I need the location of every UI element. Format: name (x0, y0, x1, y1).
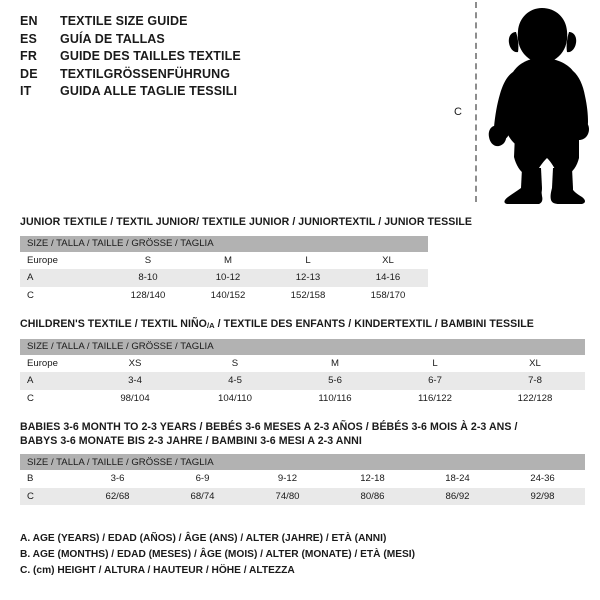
cell: 152/158 (268, 286, 348, 304)
babies-title-line2: BABYS 3-6 MONATE BIS 2-3 JAHRE / BAMBINI… (20, 434, 362, 447)
cell: S (185, 354, 285, 372)
cell: 3-4 (85, 372, 185, 390)
table-row: C 98/104 104/110 110/116 116/122 122/128 (20, 389, 586, 407)
junior-band-row: SIZE / TALLA / TAILLE / GRÖSSE / TAGLIA (20, 235, 429, 252)
language-code: IT (20, 84, 32, 98)
babies-band-row: SIZE / TALLA / TAILLE / GRÖSSE / TAGLIA (20, 454, 586, 470)
cell: 3-6 (75, 470, 160, 488)
cell: 98/104 (85, 389, 185, 407)
children-title-post: / TEXTILE DES ENFANTS / KINDERTEXTIL / B… (214, 318, 534, 330)
junior-band-label: SIZE / TALLA / TAILLE / GRÖSSE / TAGLIA (20, 235, 429, 252)
cell: 92/98 (500, 487, 586, 505)
cell: 86/92 (415, 487, 500, 505)
row-label: A (20, 372, 85, 390)
legend-line-b: B. AGE (MONTHS) / EDAD (MESES) / ÂGE (MO… (20, 549, 416, 560)
babies-title-line1: BABIES 3-6 MONTH TO 2-3 YEARS / BEBÉS 3-… (20, 421, 518, 433)
row-label: C (20, 487, 75, 505)
language-code: ES (20, 31, 38, 46)
children-band-label: SIZE / TALLA / TAILLE / GRÖSSE / TAGLIA (20, 338, 586, 355)
language-code: DE (20, 66, 38, 81)
language-title: TEXTILE SIZE GUIDE (60, 14, 188, 28)
cell: XL (485, 354, 586, 372)
language-title: GUÍA DE TALLAS (60, 31, 165, 46)
cell: 110/116 (285, 389, 385, 407)
cell: 10-12 (188, 269, 268, 287)
language-title: GUIDA ALLE TAGLIE TESSILI (60, 84, 238, 98)
cell: L (385, 354, 485, 372)
row-label: A (20, 269, 108, 287)
legend-line-c: C. (cm) HEIGHT / ALTURA / HAUTEUR / HÖHE… (20, 565, 295, 576)
language-row-fr: FR GUIDE DES TAILLES TEXTILE (20, 49, 420, 67)
height-dashed-line (475, 2, 477, 202)
height-measurement-figure: C (440, 0, 600, 212)
language-row-de: DE TEXTILGRÖSSENFÜHRUNG (20, 67, 420, 85)
table-row: Europe XS S M L XL (20, 354, 586, 372)
language-title: GUIDE DES TAILLES TEXTILE (60, 49, 241, 63)
children-size-table: SIZE / TALLA / TAILLE / GRÖSSE / TAGLIA … (20, 338, 586, 407)
cell: 12-13 (268, 269, 348, 287)
language-row-en: EN TEXTILE SIZE GUIDE (20, 14, 420, 32)
cell: M (285, 354, 385, 372)
cell: S (108, 251, 188, 269)
language-title: TEXTILGRÖSSENFÜHRUNG (60, 66, 231, 81)
babies-size-table: SIZE / TALLA / TAILLE / GRÖSSE / TAGLIA … (20, 454, 586, 505)
table-row: B 3-6 6-9 9-12 12-18 18-24 24-36 (20, 470, 586, 488)
cell: 14-16 (348, 269, 429, 287)
cell: 128/140 (108, 286, 188, 304)
language-title-block: EN TEXTILE SIZE GUIDE ES GUÍA DE TALLAS … (20, 14, 420, 102)
section-junior-textile: JUNIOR TEXTILE / TEXTIL JUNIOR/ TEXTILE … (20, 216, 473, 304)
cell: 68/74 (160, 487, 245, 505)
row-label: C (20, 389, 85, 407)
section-title-babies: BABIES 3-6 MONTH TO 2-3 YEARS / BEBÉS 3-… (20, 421, 585, 448)
language-code: FR (20, 49, 38, 63)
cell: XS (85, 354, 185, 372)
table-row: A 3-4 4-5 5-6 6-7 7-8 (20, 372, 586, 390)
junior-size-table: SIZE / TALLA / TAILLE / GRÖSSE / TAGLIA … (20, 235, 429, 304)
cell: 62/68 (75, 487, 160, 505)
cell: M (188, 251, 268, 269)
cell: 7-8 (485, 372, 586, 390)
table-row: C 62/68 68/74 74/80 80/86 86/92 92/98 (20, 487, 586, 505)
table-row: Europe S M L XL (20, 251, 429, 269)
cell: L (268, 251, 348, 269)
cell: 158/170 (348, 286, 429, 304)
section-title-children: CHILDREN'S TEXTILE / TEXTIL NIÑO/A / TEX… (20, 318, 585, 333)
cell: 12-18 (330, 470, 415, 488)
children-title-pre: CHILDREN'S TEXTILE / TEXTIL NIÑO (20, 318, 207, 330)
cell: 8-10 (108, 269, 188, 287)
children-band-row: SIZE / TALLA / TAILLE / GRÖSSE / TAGLIA (20, 338, 586, 355)
cell: 140/152 (188, 286, 268, 304)
cell: 24-36 (500, 470, 586, 488)
cell: 104/110 (185, 389, 285, 407)
table-row: C 128/140 140/152 152/158 158/170 (20, 286, 429, 304)
children-title-sub: /A (206, 321, 215, 330)
language-code: EN (20, 14, 38, 28)
language-row-es: ES GUÍA DE TALLAS (20, 32, 420, 50)
cell: 6-9 (160, 470, 245, 488)
cell: 5-6 (285, 372, 385, 390)
row-label: Europe (20, 251, 108, 269)
row-label: Europe (20, 354, 85, 372)
section-babies-textile: BABIES 3-6 MONTH TO 2-3 YEARS / BEBÉS 3-… (20, 421, 586, 505)
height-measure-label: C (454, 106, 462, 118)
section-title-junior: JUNIOR TEXTILE / TEXTIL JUNIOR/ TEXTILE … (20, 216, 473, 228)
section-children-textile: CHILDREN'S TEXTILE / TEXTIL NIÑO/A / TEX… (20, 318, 586, 407)
cell: XL (348, 251, 429, 269)
cell: 80/86 (330, 487, 415, 505)
table-row: A 8-10 10-12 12-13 14-16 (20, 269, 429, 287)
babies-band-label: SIZE / TALLA / TAILLE / GRÖSSE / TAGLIA (20, 454, 586, 470)
cell: 74/80 (245, 487, 330, 505)
child-silhouette-icon (488, 8, 589, 204)
cell: 18-24 (415, 470, 500, 488)
cell: 116/122 (385, 389, 485, 407)
cell: 6-7 (385, 372, 485, 390)
cell: 122/128 (485, 389, 586, 407)
cell: 4-5 (185, 372, 285, 390)
legend-block: A. AGE (YEARS) / EDAD (AÑOS) / ÂGE (ANS)… (20, 531, 415, 579)
cell: 9-12 (245, 470, 330, 488)
language-row-it: IT GUIDA ALLE TAGLIE TESSILI (20, 84, 420, 102)
legend-line-a: A. AGE (YEARS) / EDAD (AÑOS) / ÂGE (ANS)… (20, 533, 387, 544)
row-label: C (20, 286, 108, 304)
row-label: B (20, 470, 75, 488)
